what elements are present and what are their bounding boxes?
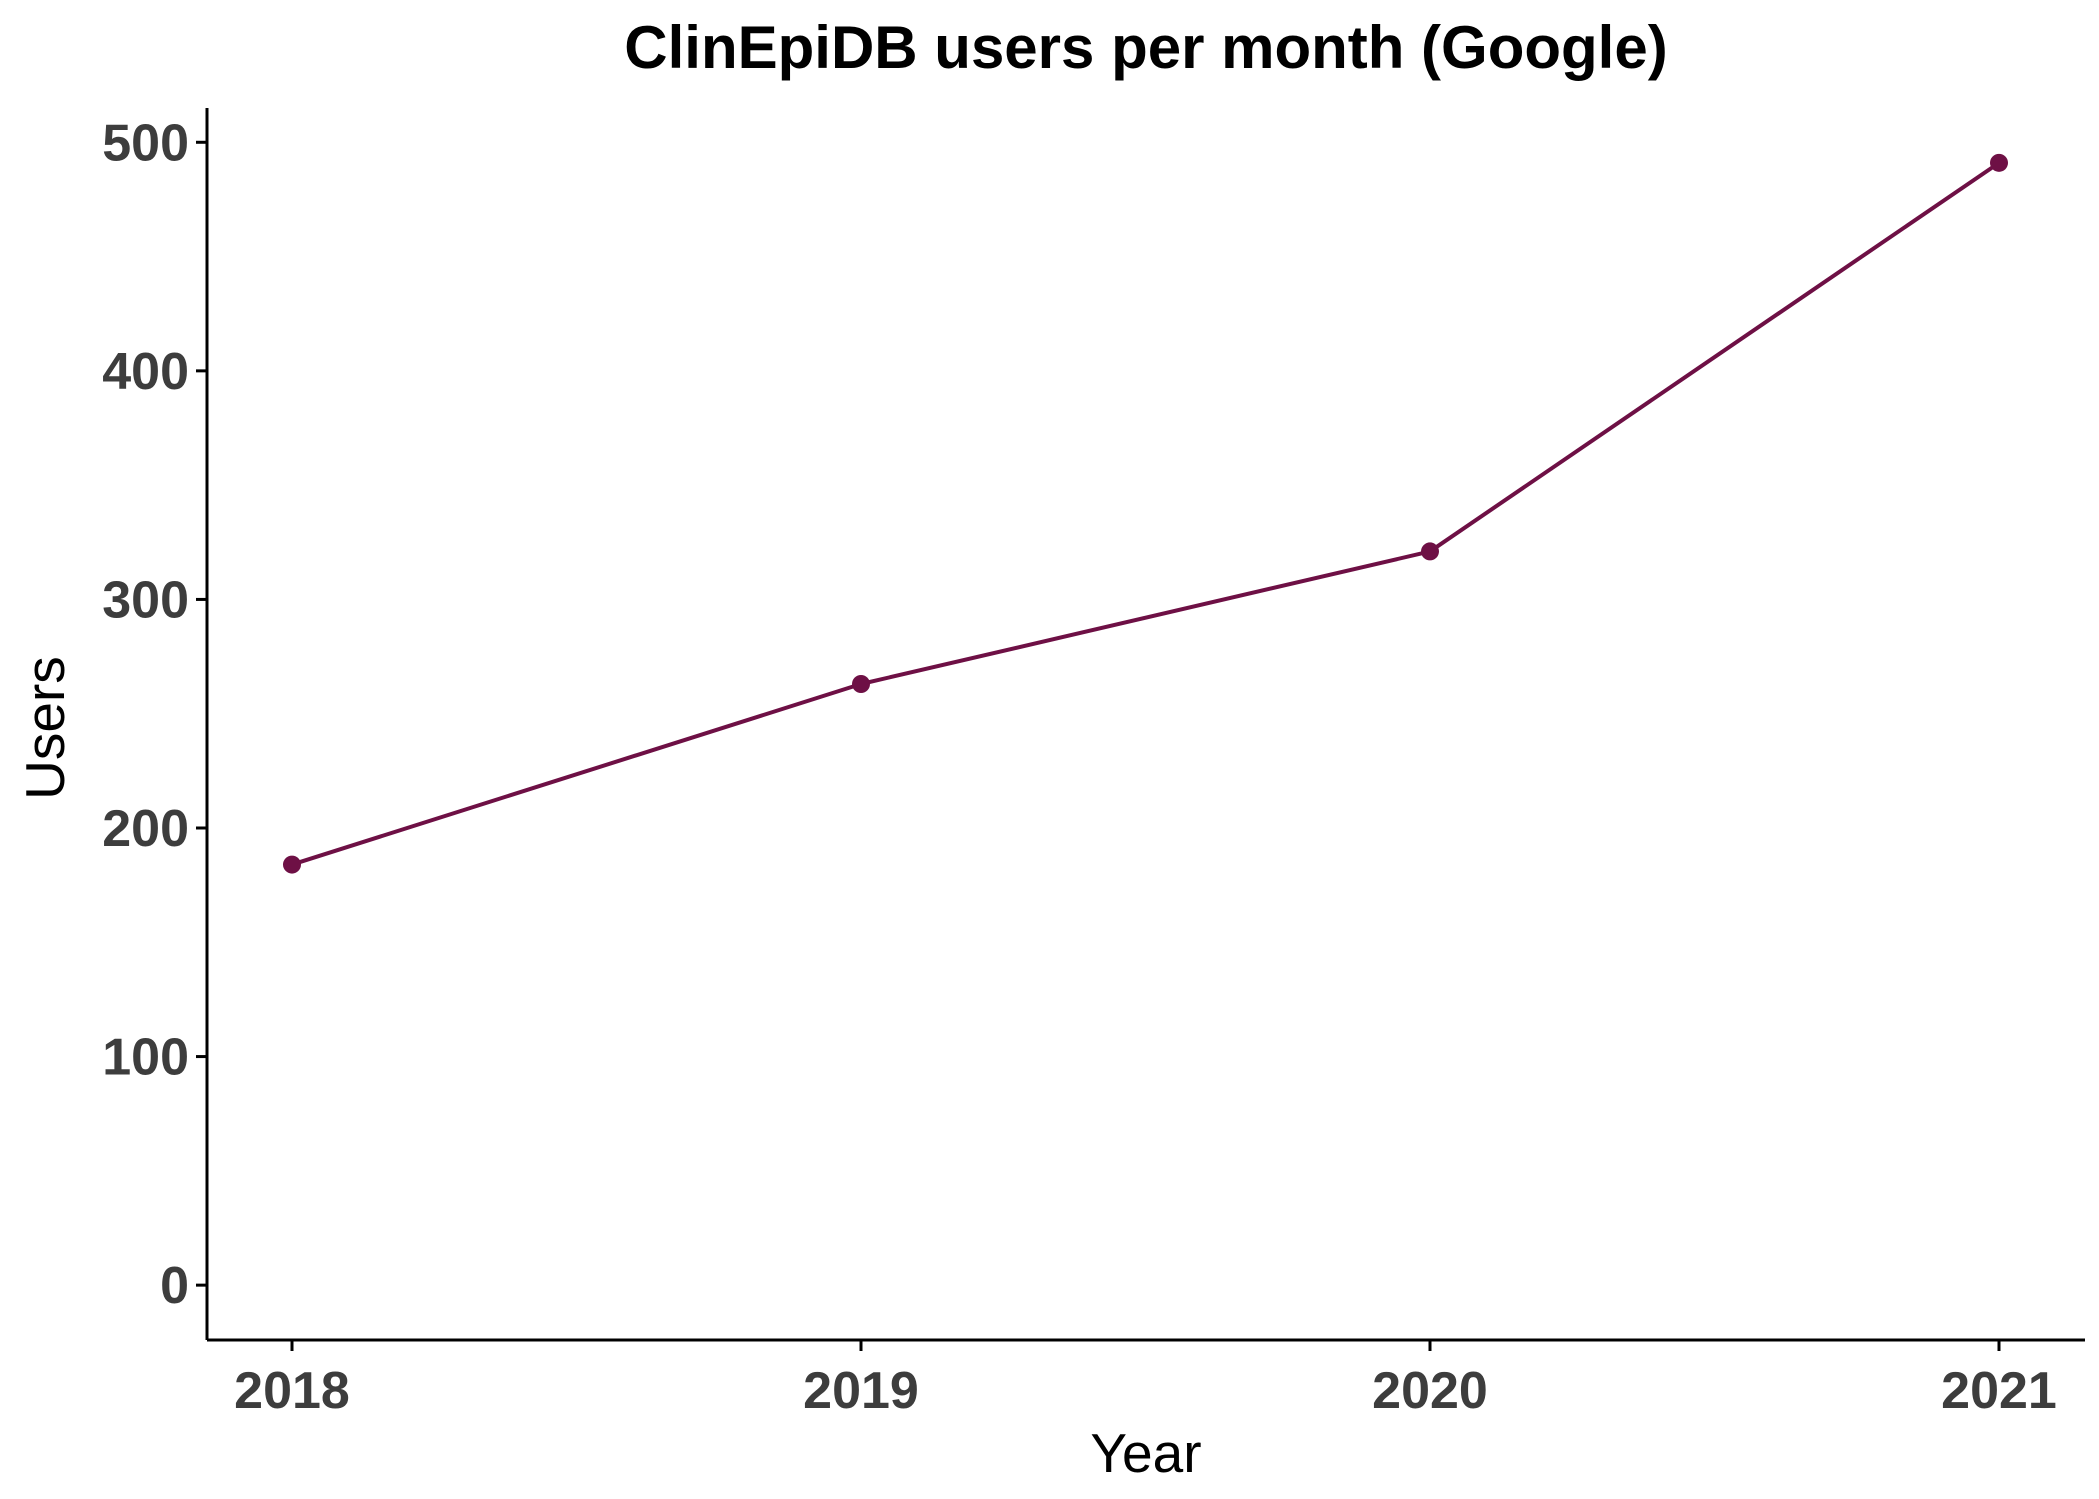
data-point: [1421, 542, 1439, 561]
y-tick-label: 500: [102, 114, 189, 172]
x-tick-label: 2018: [234, 1362, 350, 1420]
axes: [205, 108, 2085, 1342]
data-point: [283, 855, 301, 874]
x-tick-label: 2021: [1941, 1362, 2057, 1420]
x-axis-label: Year: [1090, 1422, 1201, 1484]
y-axis-label: Users: [14, 656, 76, 800]
x-tick-label: 2019: [803, 1362, 919, 1420]
data-point: [852, 675, 870, 693]
y-tick-label: 200: [102, 800, 189, 858]
y-tick-label: 0: [160, 1257, 189, 1315]
data-point: [1990, 153, 2008, 172]
y-tick-label: 400: [102, 343, 189, 401]
series-layer: [283, 153, 2008, 874]
y-tick-label: 100: [102, 1029, 189, 1087]
x-tick-label: 2020: [1372, 1362, 1488, 1420]
y-axis-ticks: 0 100 200 300 400 500: [102, 114, 207, 1315]
y-tick-label: 300: [102, 571, 189, 629]
x-axis-ticks: 2018 2019 2020 2021: [234, 1340, 2057, 1420]
chart-title: ClinEpiDB users per month (Google): [624, 14, 1667, 81]
series-line: [291, 161, 2001, 867]
